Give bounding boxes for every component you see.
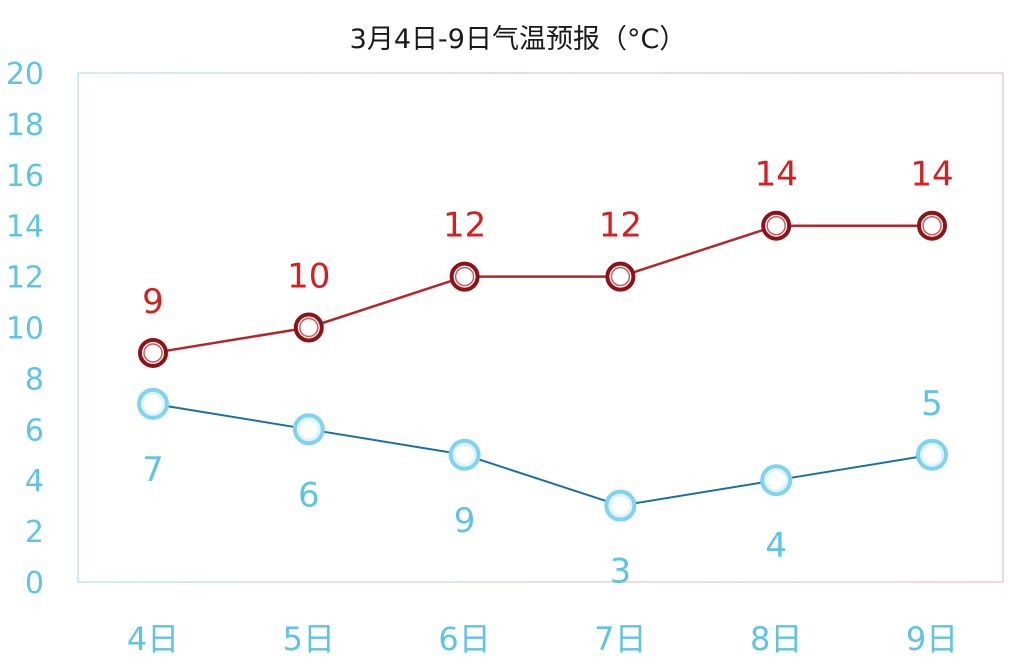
chart-title: 3月4日-9日气温预报（°C） bbox=[350, 24, 687, 55]
low-temp-point-inner bbox=[767, 471, 786, 490]
low-temp-data-label: 9 bbox=[454, 501, 476, 541]
high-temp-point-inner bbox=[922, 215, 942, 236]
y-axis-ticks: 0 2 4 6 8 10 12 14 16 18 20 bbox=[6, 57, 44, 601]
high-temp-point-inner bbox=[766, 215, 786, 236]
low-temp-point-inner bbox=[455, 445, 474, 464]
high-temp-data-label: 12 bbox=[599, 206, 642, 246]
high-temp-point-inner bbox=[299, 317, 319, 338]
x-tick-label: 8日 bbox=[750, 620, 802, 658]
y-tick-label: 2 bbox=[25, 515, 44, 550]
high-temp-data-label: 14 bbox=[755, 155, 798, 195]
low-temp-point-inner bbox=[923, 445, 941, 464]
x-axis-ticks: 4日 5日 6日 7日 8日 9日 bbox=[127, 620, 958, 658]
y-tick-label: 4 bbox=[25, 464, 44, 499]
low-temp-point-inner bbox=[299, 420, 318, 439]
y-tick-label: 8 bbox=[25, 362, 44, 397]
high-temp-data-label: 10 bbox=[287, 257, 330, 297]
plot-area-frame bbox=[77, 72, 1004, 583]
y-tick-label: 20 bbox=[6, 57, 44, 92]
x-tick-label: 9日 bbox=[906, 620, 958, 658]
low-temp-data-label: 4 bbox=[765, 526, 787, 566]
high-temp-point-inner bbox=[454, 266, 475, 287]
x-tick-label: 7日 bbox=[594, 620, 646, 658]
high-temp-data-label: 14 bbox=[910, 155, 953, 195]
high-temp-point-inner bbox=[143, 343, 163, 363]
high-temp-line bbox=[152, 224, 932, 355]
y-tick-label: 16 bbox=[6, 159, 44, 194]
high-temp-data-label: 12 bbox=[443, 206, 486, 246]
low-temp-data-label: 7 bbox=[142, 450, 164, 490]
x-tick-label: 5日 bbox=[283, 620, 335, 658]
high-temp-point-inner bbox=[610, 266, 631, 287]
low-temp-point-inner bbox=[611, 496, 630, 515]
y-tick-label: 14 bbox=[6, 210, 44, 245]
y-tick-label: 0 bbox=[25, 566, 44, 601]
y-tick-label: 10 bbox=[6, 312, 44, 347]
x-tick-label: 4日 bbox=[127, 620, 179, 658]
y-tick-label: 12 bbox=[6, 261, 44, 296]
low-temp-data-label: 6 bbox=[298, 475, 320, 515]
low-temp-line bbox=[152, 402, 933, 507]
low-temp-point-inner bbox=[144, 394, 162, 413]
y-tick-label: 18 bbox=[6, 108, 44, 143]
high-temp-data-label: 9 bbox=[142, 282, 164, 322]
series-layer: 9 10 12 12 14 14 7 6 9 3 4 5 bbox=[137, 155, 954, 592]
low-temp-data-label: 5 bbox=[921, 384, 943, 424]
low-temp-data-label: 3 bbox=[610, 552, 632, 592]
x-tick-label: 6日 bbox=[438, 620, 490, 658]
y-tick-label: 6 bbox=[25, 413, 44, 448]
